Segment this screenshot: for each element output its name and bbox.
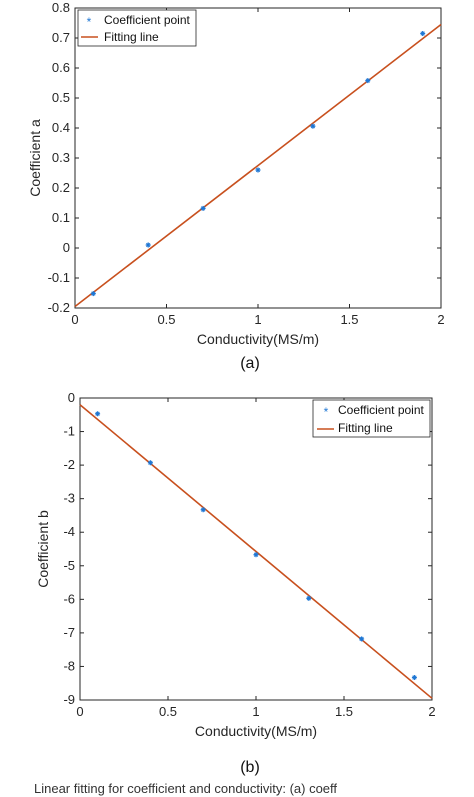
y-tick-label-b: -9 xyxy=(63,692,75,707)
x-axis-label-b: Conductivity(MS/m) xyxy=(195,723,317,739)
y-tick-label-a: -0.1 xyxy=(48,270,70,285)
y-tick-label-a: 0.5 xyxy=(52,90,70,105)
legend-label-points-a: Coefficient point xyxy=(104,13,191,27)
coefficient-point-b xyxy=(200,507,206,513)
x-tick-label-b: 1.5 xyxy=(335,704,353,719)
legend-marker-a: * xyxy=(87,15,92,29)
y-tick-label-b: -8 xyxy=(63,658,75,673)
legend-label-points-b: Coefficient point xyxy=(338,403,425,417)
y-tick-label-b: -5 xyxy=(63,558,75,573)
y-tick-label-a: 0.8 xyxy=(52,0,70,15)
chart-panel-a: 0 0.5 1 1.5 2 -0.2 -0.1 0 0.1 0.2 0.3 0.4 0.5 0.6 0.7… xyxy=(27,0,445,372)
legend-label-line-a: Fitting line xyxy=(104,30,159,44)
y-ticks-b: 0 -1 -2 -3 -4 -5 -6 -7 -8 -9 xyxy=(63,390,432,707)
coefficient-point-b xyxy=(359,636,365,642)
marks-b xyxy=(79,404,433,699)
y-tick-label-b: -7 xyxy=(63,625,75,640)
x-axis-label-a: Conductivity(MS/m) xyxy=(197,331,319,347)
x-tick-label-a: 1.5 xyxy=(340,312,358,327)
y-tick-label-b: -3 xyxy=(63,491,75,506)
legend-box-b xyxy=(312,399,431,438)
y-tick-label-b: -2 xyxy=(63,457,75,472)
y-tick-label-b: 0 xyxy=(68,390,75,405)
coefficient-point-a xyxy=(310,123,316,129)
coefficient-point-a xyxy=(90,291,96,297)
y-tick-label-a: 0.4 xyxy=(52,120,70,135)
figure-caption: Linear fitting for coefficient and condu… xyxy=(34,781,337,796)
y-tick-label-a: 0.7 xyxy=(52,30,70,45)
plot-area-a xyxy=(74,7,442,309)
x-tick-label-a: 1 xyxy=(254,312,261,327)
x-ticks-a: 0 0.5 1 1.5 2 xyxy=(71,8,445,327)
legend-marker-b: * xyxy=(324,405,329,419)
coefficient-point-a xyxy=(365,78,371,84)
coefficient-point-a xyxy=(145,242,151,248)
y-tick-label-a: 0 xyxy=(63,240,70,255)
coefficient-point-a xyxy=(200,205,206,211)
coefficient-point-b xyxy=(411,675,417,681)
coefficient-point-a xyxy=(420,31,426,36)
x-tick-label-a: 0.5 xyxy=(157,312,175,327)
y-tick-label-b: -1 xyxy=(63,424,75,439)
legend-b: * Coefficient point Fitting line xyxy=(312,399,431,438)
y-tick-label-b: -6 xyxy=(63,591,75,606)
coefficient-point-a xyxy=(255,167,261,173)
fitting-line-a xyxy=(74,23,442,308)
panel-label-a: (a) xyxy=(240,355,260,372)
coefficient-point-b xyxy=(253,552,259,558)
x-tick-label-b: 0 xyxy=(76,704,83,719)
y-tick-label-a: 0.6 xyxy=(52,60,70,75)
x-tick-label-b: 2 xyxy=(428,704,435,719)
legend-box-a xyxy=(77,9,197,47)
fitting-line-b xyxy=(79,404,433,699)
y-tick-label-a: 0.2 xyxy=(52,180,70,195)
panel-label-b: (b) xyxy=(240,759,260,776)
legend-label-line-b: Fitting line xyxy=(338,421,393,435)
marks-a xyxy=(74,23,442,308)
x-tick-label-a: 2 xyxy=(437,312,444,327)
y-axis-label-b: Coefficient b xyxy=(35,510,51,588)
x-tick-label-b: 1 xyxy=(252,704,259,719)
y-axis-label-a: Coefficient a xyxy=(27,119,43,197)
y-tick-label-a: 0.3 xyxy=(52,150,70,165)
x-tick-label-a: 0 xyxy=(71,312,78,327)
y-tick-label-b: -4 xyxy=(63,524,75,539)
y-ticks-a: -0.2 -0.1 0 0.1 0.2 0.3 0.4 0.5 0.6 0.7 0.8 xyxy=(48,0,441,315)
coefficient-point-b xyxy=(147,460,153,466)
chart-panel-b: 0 0.5 1 1.5 2 0 -1 -2 -3 -4 -5 -6 -7 -8 -9 Conductivi… xyxy=(35,390,436,776)
coefficient-point-b xyxy=(306,595,312,601)
legend-a: * Coefficient point Fitting line xyxy=(77,9,197,47)
y-tick-label-a: -0.2 xyxy=(48,300,70,315)
x-ticks-b: 0 0.5 1 1.5 2 xyxy=(76,398,436,719)
coefficient-point-b xyxy=(95,411,101,417)
y-tick-label-a: 0.1 xyxy=(52,210,70,225)
x-tick-label-b: 0.5 xyxy=(159,704,177,719)
